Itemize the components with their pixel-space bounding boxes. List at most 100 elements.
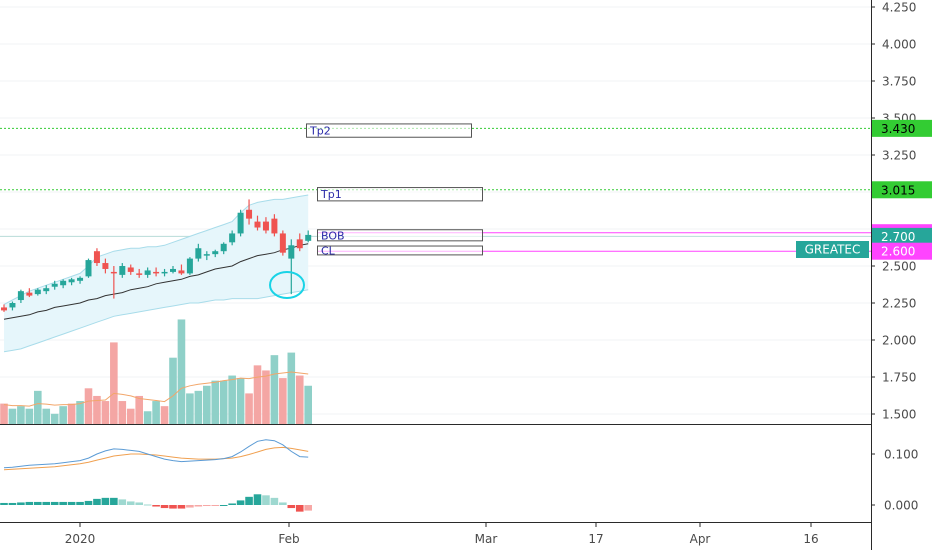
candle-body[interactable] <box>127 267 134 272</box>
volume-bar <box>270 355 279 424</box>
candle-body[interactable] <box>136 273 143 275</box>
volume-bar <box>25 408 34 424</box>
macd-histogram-bar <box>287 505 296 509</box>
candle-body[interactable] <box>178 270 185 274</box>
candle-body[interactable] <box>102 263 109 269</box>
volume-bar <box>101 401 110 424</box>
macd-histogram-bar <box>304 505 312 511</box>
macd-histogram-bar <box>262 495 270 505</box>
bollinger-lower-line <box>3 289 309 353</box>
candle-body[interactable] <box>220 243 227 252</box>
volume-bar <box>135 395 143 424</box>
macd-histogram-bar <box>84 500 93 505</box>
annotation-box[interactable] <box>317 245 483 256</box>
macd-histogram-bar <box>253 494 262 505</box>
annotation-box[interactable] <box>306 123 472 138</box>
candle-body[interactable] <box>77 277 84 281</box>
candle-body[interactable] <box>237 212 244 234</box>
candle-body[interactable] <box>161 271 168 274</box>
macd-histogram-bar <box>42 501 51 505</box>
volume-bar <box>279 378 287 424</box>
price-tag-label: 3.430 <box>881 122 915 136</box>
macd-pane <box>0 439 312 512</box>
grid-layer <box>0 6 871 415</box>
annotation-label: Tp1 <box>320 188 342 201</box>
candle-body[interactable] <box>262 221 269 231</box>
volume-bar <box>262 370 270 424</box>
candle-body[interactable] <box>212 251 219 255</box>
macd-histogram-bar <box>228 503 236 505</box>
volume-bar <box>211 380 220 424</box>
macd-histogram-bar <box>270 497 279 505</box>
time-tick-label: 17 <box>588 532 603 546</box>
macd-histogram-bar <box>203 505 211 507</box>
candle-body[interactable] <box>195 248 202 259</box>
volume-bar <box>42 408 51 424</box>
candle-body[interactable] <box>110 271 117 274</box>
volume-bar <box>59 406 67 424</box>
candle-body[interactable] <box>186 258 193 274</box>
candle-body[interactable] <box>229 233 236 243</box>
candle-body[interactable] <box>153 271 160 274</box>
volume-bar <box>8 408 17 424</box>
candle-body[interactable] <box>1 307 7 311</box>
candle-body[interactable] <box>271 218 278 234</box>
candle-body[interactable] <box>85 260 92 277</box>
volume-bar <box>0 403 8 424</box>
macd-histogram-bar <box>25 501 34 505</box>
candle-body[interactable] <box>26 292 33 296</box>
annotation-box[interactable] <box>317 187 483 202</box>
candle-body[interactable] <box>9 303 16 308</box>
time-tick-label: Feb <box>278 532 299 546</box>
candle-body[interactable] <box>51 283 58 287</box>
volume-bar <box>67 403 76 424</box>
macd-histogram-bar <box>101 497 110 505</box>
macd-histogram-bar <box>279 502 287 505</box>
macd-histogram-bar <box>59 501 67 505</box>
macd-histogram-bar <box>118 499 127 505</box>
price-candles[interactable] <box>1 199 312 312</box>
macd-histogram-bar <box>50 501 59 505</box>
volume-bar <box>245 393 253 424</box>
volume-bar <box>84 388 93 424</box>
candle-body[interactable] <box>203 254 210 256</box>
volume-bar <box>17 406 25 424</box>
candle-body[interactable] <box>305 234 312 241</box>
symbol-tag-group: GREATEC <box>796 241 869 258</box>
candle-body[interactable] <box>119 266 126 275</box>
volume-bar <box>50 413 59 424</box>
volume-bar <box>228 375 236 424</box>
annotation-label: Tp2 <box>309 125 331 138</box>
volume-bar <box>76 401 84 424</box>
volume-bar <box>194 390 203 424</box>
moving-average-line <box>3 243 309 320</box>
candle-body[interactable] <box>60 280 67 286</box>
volume-bar <box>203 385 211 424</box>
price-tag-label: 2.600 <box>881 245 915 259</box>
price-tag-bg <box>872 119 932 137</box>
highlight-circle <box>269 271 305 299</box>
candle-body[interactable] <box>144 270 151 275</box>
macd-histogram-bar <box>0 502 8 505</box>
volume-bar <box>253 365 262 424</box>
candle-body[interactable] <box>296 239 303 249</box>
macd-histogram-bar <box>110 497 118 505</box>
annotation-boxes[interactable]: Tp2 Tp1 BOB CL <box>306 123 483 258</box>
candle-body[interactable] <box>170 268 176 272</box>
candle-body[interactable] <box>254 221 261 228</box>
price-tick-label: 4.250 <box>882 1 916 15</box>
candle-body[interactable] <box>93 251 100 264</box>
price-tag-label: 2.700 <box>881 230 915 244</box>
candle-body[interactable] <box>279 233 286 253</box>
candle-body[interactable] <box>34 289 41 295</box>
candle-body[interactable] <box>246 209 253 219</box>
candle-body[interactable] <box>68 279 75 283</box>
price-tag-bg <box>872 242 932 260</box>
candle-body[interactable] <box>43 288 50 292</box>
price-tick-label: 1.500 <box>882 408 916 422</box>
candle-body[interactable] <box>288 245 295 259</box>
candle-body[interactable] <box>17 291 24 301</box>
annotation-box[interactable] <box>317 229 483 242</box>
